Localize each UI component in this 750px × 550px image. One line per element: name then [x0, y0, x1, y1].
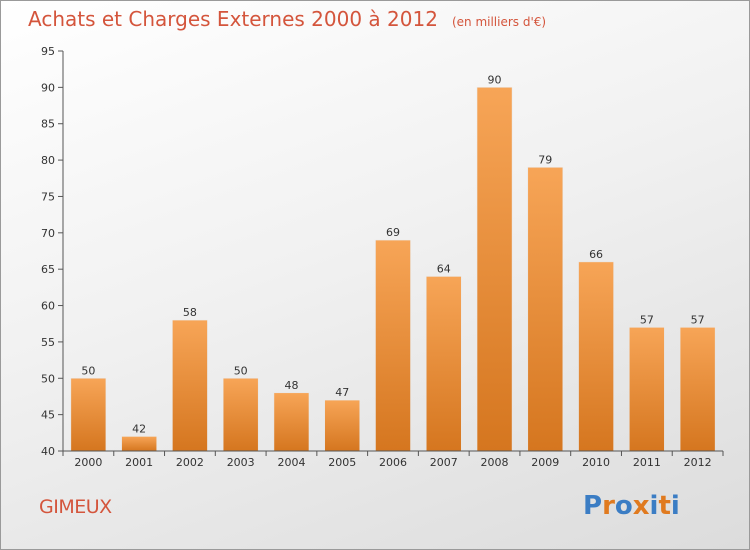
bar-2007 [426, 276, 462, 452]
x-tick-label-2001: 2001 [125, 456, 153, 469]
y-tick-label-90: 90 [41, 81, 55, 94]
x-tick-label-2011: 2011 [633, 456, 661, 469]
bar-2000 [70, 378, 107, 452]
data-label-2002: 58 [183, 306, 197, 319]
y-tick-label-60: 60 [41, 300, 55, 313]
bar-2001 [121, 436, 157, 452]
bar-2010 [578, 261, 614, 452]
logo-letter: r [602, 491, 615, 521]
logo-letter: t [658, 491, 671, 521]
data-label-2000: 50 [81, 364, 95, 377]
bar-2002 [172, 319, 208, 452]
axes-group [58, 50, 724, 456]
bar-2006 [375, 239, 411, 452]
chart-subtitle: (en milliers d'€) [451, 15, 547, 29]
data-label-2003: 50 [234, 364, 248, 377]
logo-letter: x [632, 491, 650, 521]
x-tick-label-2012: 2012 [684, 456, 712, 469]
bar-2009 [527, 167, 564, 452]
x-tick-label-2003: 2003 [227, 456, 255, 469]
y-tick-label-70: 70 [41, 227, 55, 240]
x-tick-label-2006: 2006 [379, 456, 407, 469]
y-tick-label-75: 75 [41, 190, 55, 203]
data-label-2011: 57 [640, 313, 654, 326]
logo-letter: o [614, 491, 633, 521]
data-label-2007: 64 [437, 262, 451, 275]
y-tick-label-85: 85 [41, 118, 55, 131]
y-tick-label-40: 40 [41, 445, 55, 458]
x-tick-label-2000: 2000 [74, 456, 102, 469]
bar-2004 [273, 392, 310, 452]
logo-letter: i [670, 491, 680, 521]
title-row: Achats et Charges Externes 2000 à 2012 (… [28, 7, 546, 31]
x-tick-label-2002: 2002 [176, 456, 204, 469]
x-tick-label-2005: 2005 [328, 456, 356, 469]
x-tick-label-2007: 2007 [430, 456, 458, 469]
data-label-2004: 48 [284, 379, 298, 392]
x-tick-label-2010: 2010 [582, 456, 610, 469]
bar-2003 [222, 378, 259, 452]
x-tick-label-2004: 2004 [277, 456, 305, 469]
bar-2011 [629, 327, 665, 452]
labels-group: 50 2000 42 2001 58 2002 50 2003 48 2004 47 2005 69 20… [41, 45, 712, 469]
y-tick-label-65: 65 [41, 263, 55, 276]
chart-title: Achats et Charges Externes 2000 à 2012 [28, 7, 438, 31]
data-label-2006: 69 [386, 226, 400, 239]
data-label-2009: 79 [538, 153, 552, 166]
bars-group [70, 87, 716, 452]
data-label-2008: 90 [488, 73, 502, 86]
commune-name: GIMEUX [39, 496, 112, 518]
bar-2012 [679, 327, 716, 452]
data-label-2010: 66 [589, 248, 603, 261]
logo-letter: P [583, 491, 603, 521]
logo-letter: i [649, 491, 659, 521]
bar-2008 [476, 87, 513, 452]
y-tick-label-80: 80 [41, 154, 55, 167]
data-label-2012: 57 [691, 313, 705, 326]
data-label-2005: 47 [335, 386, 349, 399]
y-tick-label-45: 45 [41, 409, 55, 422]
data-label-2001: 42 [132, 422, 146, 435]
bar-2005 [324, 399, 360, 452]
x-tick-label-2009: 2009 [531, 456, 559, 469]
x-tick-label-2008: 2008 [481, 456, 509, 469]
y-tick-label-55: 55 [41, 336, 55, 349]
y-tick-label-95: 95 [41, 45, 55, 58]
y-tick-label-50: 50 [41, 372, 55, 385]
